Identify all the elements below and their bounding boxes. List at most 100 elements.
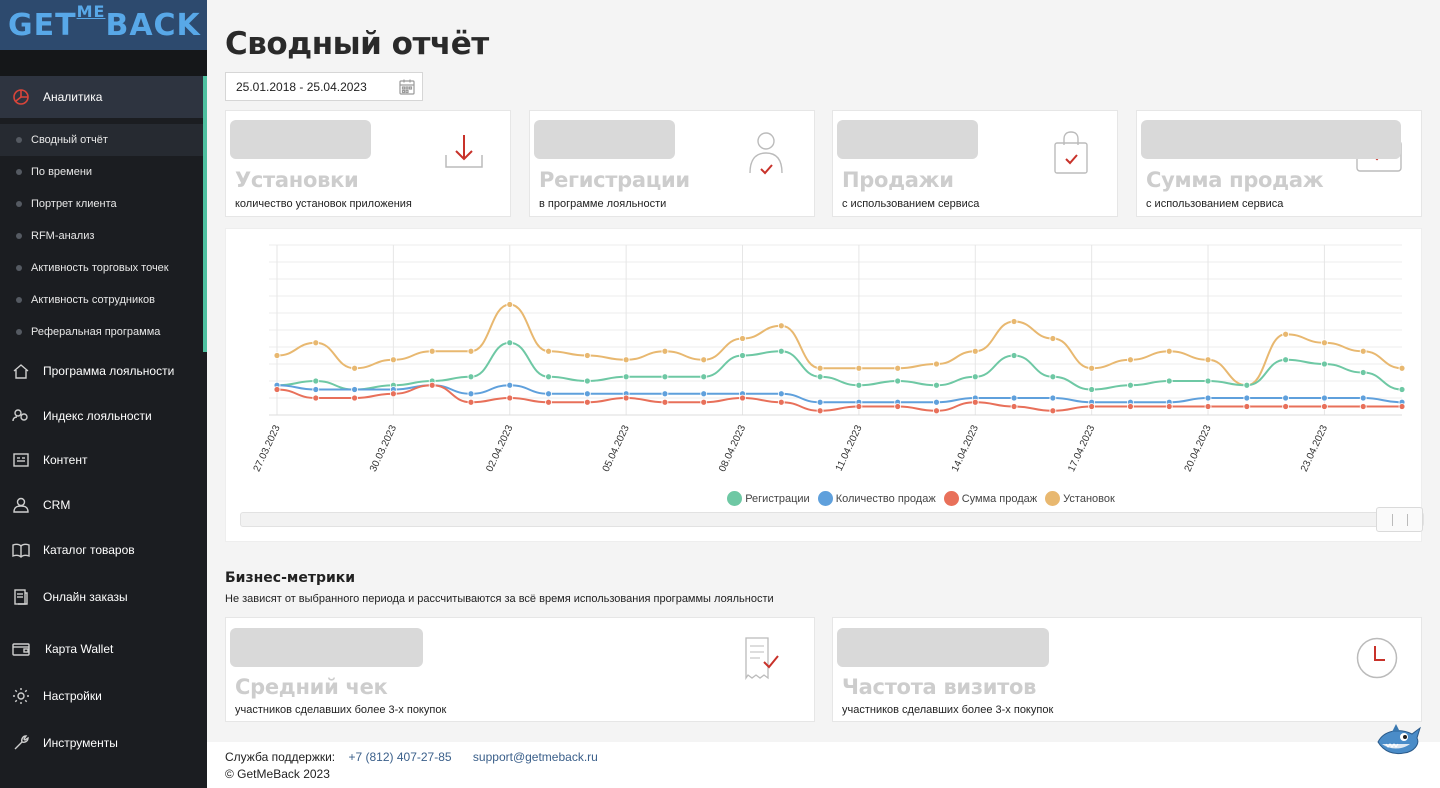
legend-swatch — [943, 491, 959, 506]
content-icon — [12, 451, 30, 469]
data-point — [700, 356, 708, 364]
submenu-item[interactable]: Активность торговых точек — [0, 252, 203, 284]
data-point — [389, 390, 397, 398]
nav-item[interactable]: CRM — [0, 492, 70, 518]
data-point — [739, 394, 746, 402]
data-point — [1049, 394, 1057, 402]
nav-item[interactable]: Контент — [0, 447, 87, 473]
data-point — [777, 347, 785, 355]
chart-range-scrollbar[interactable] — [240, 512, 1424, 527]
data-point — [894, 403, 902, 410]
data-point — [1127, 381, 1134, 389]
shopping-bag-icon — [1054, 131, 1088, 174]
data-point — [545, 398, 552, 406]
data-point — [739, 335, 746, 342]
data-point — [1088, 386, 1096, 393]
data-point — [351, 394, 358, 402]
data-point — [1243, 394, 1251, 402]
copyright: © GetMeBack 2023 — [225, 767, 330, 781]
legend-label: Количество продаж — [835, 492, 936, 505]
data-point — [506, 301, 514, 308]
support-chat-mascot-icon[interactable] — [1374, 722, 1422, 760]
kpi-card-sales: Продажи с использованием сервиса — [832, 110, 1118, 217]
nav-item[interactable]: Программа лояльности — [0, 358, 174, 384]
legend-item[interactable]: Количество продаж — [817, 491, 936, 506]
series-line — [276, 384, 1403, 404]
data-point — [1165, 403, 1173, 410]
date-range-input[interactable]: 25.01.2018 - 25.04.2023 — [225, 72, 423, 101]
submenu-item[interactable]: По времени — [0, 156, 203, 188]
nav-item-label: Онлайн заказы — [43, 590, 128, 604]
data-point — [1321, 360, 1328, 368]
legend-item[interactable]: Установок — [1045, 491, 1115, 506]
data-point — [1088, 364, 1096, 372]
date-range-value: 25.01.2018 - 25.04.2023 — [236, 79, 367, 94]
nav-item-label: Программа лояльности — [43, 364, 175, 378]
nav-item-label: Индекс лояльности — [43, 409, 152, 423]
nav-item[interactable]: Карта Wallet — [0, 636, 113, 662]
support-email-link[interactable]: support@getmeback.ru — [472, 750, 598, 764]
submenu-item[interactable]: RFM-анализ — [0, 220, 203, 252]
chart-range-handle[interactable] — [1376, 507, 1423, 532]
x-tick-label: 14.04.2023 — [950, 423, 981, 473]
submenu-item[interactable]: Портрет клиента — [0, 188, 203, 220]
data-point — [583, 352, 591, 359]
bullet-icon — [16, 265, 22, 271]
nav-item-label: Настройки — [43, 689, 102, 703]
nav-item[interactable]: Каталог товаров — [0, 537, 135, 563]
data-point — [816, 364, 824, 372]
nav-item-label: Контент — [43, 453, 88, 467]
data-point — [816, 407, 824, 415]
data-point — [1204, 403, 1212, 410]
data-point — [1010, 403, 1018, 410]
data-point — [312, 339, 320, 347]
data-point — [273, 352, 281, 359]
value-placeholder — [534, 120, 675, 159]
data-point — [1243, 403, 1251, 410]
data-point — [739, 352, 746, 359]
data-point — [545, 347, 552, 355]
data-point — [1321, 394, 1328, 402]
submenu-item[interactable]: Сводный отчёт — [0, 124, 203, 156]
x-tick-label: 17.04.2023 — [1066, 423, 1097, 473]
nav-item-label: Каталог товаров — [43, 543, 135, 557]
section-subtitle: Не зависят от выбранного периода и рассч… — [225, 593, 774, 605]
data-point — [428, 347, 436, 355]
nav-item[interactable]: Онлайн заказы — [0, 584, 128, 610]
data-point — [933, 381, 940, 389]
calendar-icon[interactable] — [398, 78, 416, 99]
kpi-title: Установки — [235, 168, 359, 192]
data-point — [312, 394, 320, 402]
data-point — [855, 364, 863, 372]
data-point — [661, 390, 669, 398]
nav-item-label: Аналитика — [43, 90, 103, 104]
nav-item[interactable]: Индекс лояльности — [0, 403, 152, 429]
data-point — [506, 381, 514, 389]
data-point — [1359, 403, 1367, 410]
submenu-item[interactable]: Реферальная программа — [0, 316, 203, 348]
nav-item-analytics[interactable]: Аналитика — [0, 76, 207, 118]
logo[interactable]: GETMEBACK — [0, 0, 207, 50]
data-point — [583, 390, 591, 398]
legend-item[interactable]: Регистрации — [727, 491, 810, 506]
metric-title: Частота визитов — [842, 675, 1037, 699]
kpi-card-installs: Установки количество установок приложени… — [225, 110, 511, 217]
submenu-item-label: Активность торговых точек — [31, 262, 169, 274]
nav-item[interactable]: Настройки — [0, 683, 102, 709]
sidebar-spacer — [0, 50, 207, 76]
data-point — [1010, 394, 1018, 402]
kpi-card-sales-sum: Сумма продаж с использованием сервиса — [1136, 110, 1422, 217]
submenu-item[interactable]: Активность сотрудников — [0, 284, 203, 316]
support-phone-link[interactable]: +7 (812) 407-27-85 — [348, 750, 452, 764]
nav-item[interactable]: Инструменты — [0, 730, 118, 756]
data-point — [545, 373, 552, 381]
data-point — [971, 347, 979, 355]
user-check-icon — [749, 132, 783, 175]
data-point — [506, 339, 514, 347]
data-point — [583, 398, 591, 406]
data-point — [1127, 403, 1134, 410]
kpi-title: Регистрации — [539, 168, 690, 192]
data-point — [428, 381, 436, 389]
legend-item[interactable]: Сумма продаж — [943, 491, 1037, 506]
data-point — [351, 386, 358, 393]
